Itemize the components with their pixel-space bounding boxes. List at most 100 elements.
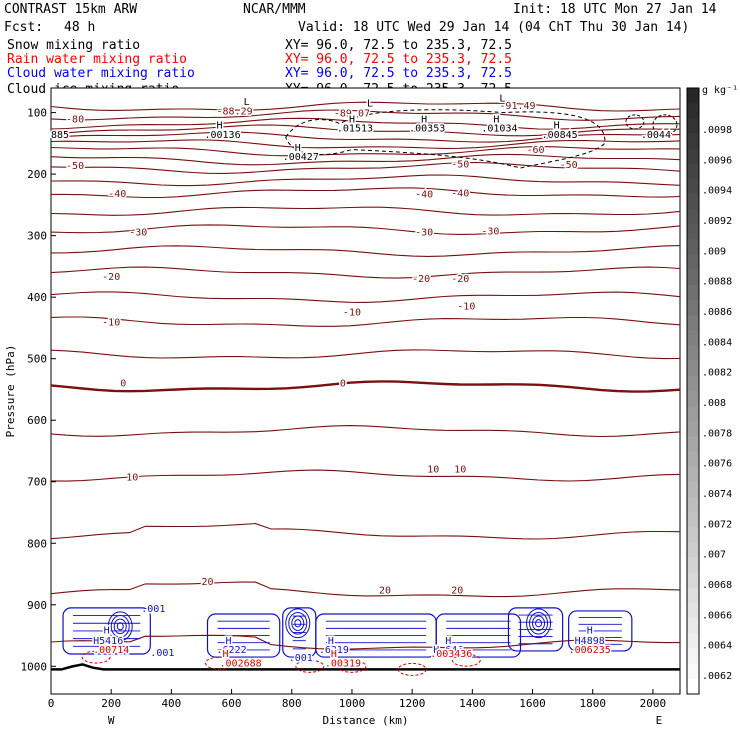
cloud-water-label: H [104,626,110,637]
cloud-water-contour [288,611,308,635]
colorbar-swatch [687,406,699,422]
rain-label: .00319 [325,658,361,669]
rain-contour [205,656,235,670]
y-axis-label: Pressure (hPa) [4,345,17,438]
center-title: NCAR/MMM [243,2,306,17]
ice-contour [652,114,678,136]
snow-label: .00353 [409,124,445,135]
colorbar-swatch [687,345,699,362]
y-tick-label: 500 [27,353,47,366]
snow-label: .00136 [204,130,240,141]
colorbar-swatch [687,391,699,407]
cloud-water-label: H5416 [93,636,123,647]
isotherm-line [50,131,681,143]
isotherm-label: -40 [415,190,433,201]
isotherm-line [50,146,681,157]
isotherm-label: -10 [343,308,361,319]
colorbar-swatch [687,254,699,271]
y-tick-label: 800 [27,537,47,550]
isotherm-line [50,101,681,112]
snow-contour [285,109,606,169]
colorbar-label: .0088 [702,277,732,288]
rain-label: .00714 [93,645,129,656]
colorbar-swatch [687,421,699,437]
isotherm-line [50,349,681,360]
colorbar-swatch [687,118,699,134]
snow-label: H [349,114,355,125]
snow-label: L [244,97,250,108]
init-time: Init: 18 UTC Mon 27 Jan 14 [513,2,717,17]
snow-label: 885 [51,130,69,141]
isotherm-label: -80 [66,114,84,125]
colorbar-swatch [687,572,699,589]
colorbar-label: .009 [702,246,726,257]
colorbar-label: .0072 [702,519,732,530]
snow-label: H [554,121,560,132]
cloud-water-label: H [445,636,451,647]
colorbar-label: .0068 [702,580,732,591]
colorbar-swatch [687,163,699,180]
x-tick-label: 600 [222,697,242,710]
isotherm-line [50,117,681,130]
cloud-water-label: .001 [289,653,313,664]
snow-label: H [295,143,301,154]
snow-label: .00427 [283,152,319,163]
y-tick-label: 700 [27,476,47,489]
colorbar-swatch [687,542,699,559]
x-tick-label: 1600 [519,697,546,710]
isotherm-line [50,425,681,438]
cloud-water-contour [529,611,549,635]
west-label: W [108,714,115,727]
isotherm-label: -10 [102,317,120,328]
cloud-water-contour [535,619,543,628]
isotherm-line [50,124,680,137]
isotherm-label: 20 [379,586,391,597]
cloud-water-label: H [587,626,593,637]
field-name-cloud-water: Cloud water mixing ratio [7,66,195,81]
isotherm-label: -89.07 [334,108,370,119]
isotherm-line [50,153,681,166]
cloud-water-contour [116,622,124,631]
field-xy-snow: XY= 96.0, 72.5 to 235.3, 72.5 [285,38,512,53]
isotherm-label: -30 [481,226,499,237]
x-tick-label: 0 [48,697,55,710]
cloud-water-contour [526,608,552,639]
cloud-water-label: H [328,636,334,647]
field-name-rain: Rain water mixing ratio [7,52,187,67]
x-tick-label: 400 [161,697,181,710]
x-tick-label: 2000 [640,697,667,710]
x-tick-label: 1200 [399,697,426,710]
east-label: E [656,714,663,727]
cloud-water-label: .6222 [217,645,247,656]
isotherm-label: 10 [427,465,439,476]
colorbar-swatch [687,497,699,513]
isotherm-line [50,581,681,598]
isotherm-label: -60 [527,145,545,156]
colorbar-swatch [687,663,699,680]
colorbar-units: g kg⁻¹ [702,85,738,96]
isotherm-label: -20 [451,274,469,285]
colorbar-swatch [687,148,699,165]
snow-label: L [499,94,505,105]
snow-label: L [367,98,373,109]
rain-contour [337,659,367,673]
isotherm-line [50,469,681,482]
colorbar-swatch [687,466,699,483]
plot-area: -80 -88.29 -89.07 -91.49 -60 -50 -50 -50 -40 -40 -… [4,87,681,727]
colorbar-label: .0084 [702,337,732,348]
isotherm-line [50,523,681,540]
cloud-water-contour [568,610,633,652]
isotherm-label: 0 [120,378,126,389]
snow-label: H [217,121,223,132]
x-axis-label: Distance (km) [322,714,408,727]
x-tick-label: 1800 [579,697,606,710]
isotherm-label: -88.29 [217,106,253,117]
isotherm-label: -20 [102,272,120,283]
y-tick-label: 600 [27,414,47,427]
colorbar-label: .0074 [702,489,732,500]
valid-time: Valid: 18 UTC Wed 29 Jan 14 (04 ChT Thu … [298,20,689,35]
model-title: CONTRAST 15km ARW [4,2,137,17]
colorbar-swatch [687,300,699,316]
colorbar-swatch [687,315,699,331]
